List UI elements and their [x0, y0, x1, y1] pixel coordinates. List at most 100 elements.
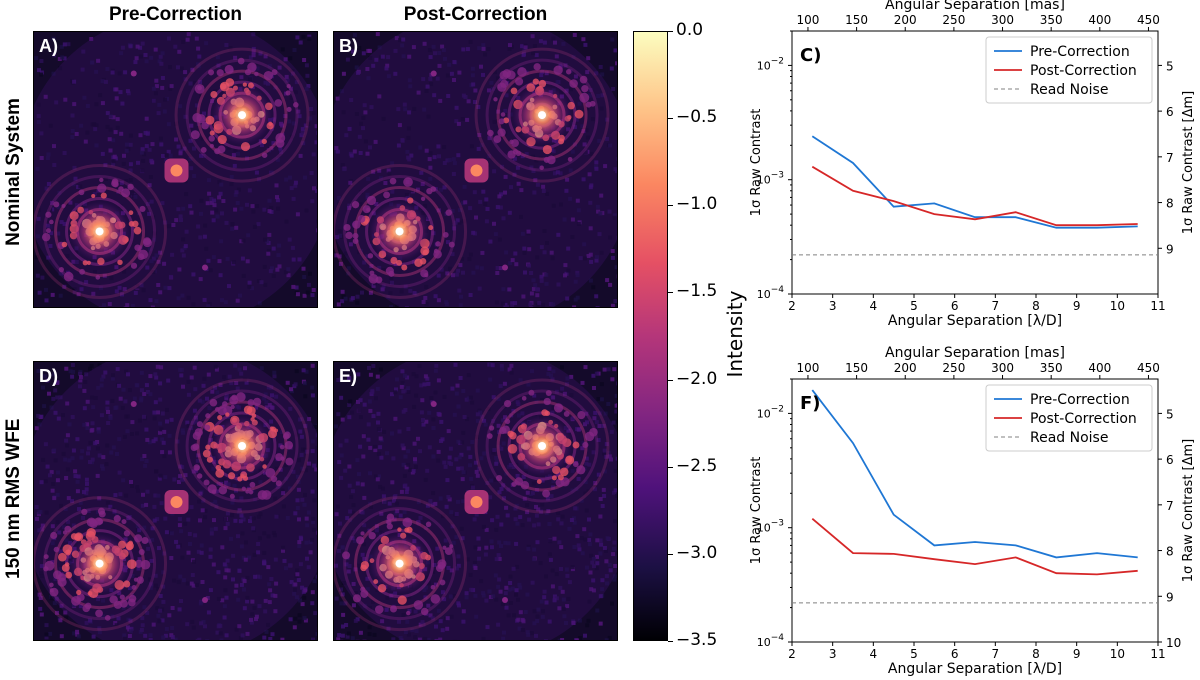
legend-entry: Read Noise [1030, 430, 1108, 446]
y-tick-label: 10−3 [757, 519, 784, 535]
x-tick-label: 4 [870, 299, 878, 313]
colorbar-tick-label: −1.0 [676, 194, 718, 215]
colorbar-tick-label: −3.5 [676, 630, 718, 650]
series-line-pre-correction [811, 135, 1138, 229]
legend-entry: Read Noise [1030, 82, 1108, 98]
psf-image-d [34, 362, 317, 640]
y-tick-label: 10−4 [757, 285, 785, 301]
faint-source [502, 597, 508, 603]
companion-psf [334, 496, 468, 632]
colorbar-tick-label: 0.0 [676, 20, 704, 40]
legend-entry: Post-Correction [1030, 411, 1137, 427]
faint-source [202, 597, 208, 603]
colorbar-tick [668, 118, 673, 120]
legend-entry: Post-Correction [1030, 63, 1137, 79]
speckle-noise [34, 363, 317, 640]
x-tick-label: 3 [829, 299, 837, 313]
y2-tick-label: 8 [1166, 197, 1174, 211]
x-tick-label: 2 [788, 299, 796, 313]
y2-tick-label: 9 [1166, 590, 1174, 604]
x-axis-label: Angular Separation [λ/D] [888, 661, 1062, 677]
y-axis-label: 1σ Raw Contrast [749, 109, 764, 217]
column-title-post: Post-Correction [403, 4, 548, 25]
x2-tick-label: 250 [942, 13, 965, 27]
faint-source [430, 401, 437, 407]
x-tick-label: 6 [951, 299, 959, 313]
x2-tick-label: 450 [1137, 361, 1160, 375]
colorbar-tick [668, 205, 673, 207]
colorbar-tick-label: −0.5 [676, 107, 718, 128]
panel-label-e: E) [339, 366, 357, 386]
y2-tick-label: 7 [1166, 499, 1174, 513]
companion-psf [334, 163, 468, 299]
series-line-post-correction [811, 165, 1138, 227]
x2-tick-label: 100 [797, 361, 820, 375]
companion-psf [174, 47, 310, 183]
x2-axis-label: Angular Separation [mas] [885, 345, 1065, 361]
psf-image-a [34, 32, 317, 307]
y-tick-label: 10−2 [757, 56, 784, 72]
legend: Pre-Correction Post-Correction Read Noise [985, 36, 1153, 104]
x2-tick-label: 300 [991, 361, 1014, 375]
faint-source [502, 264, 508, 271]
x-tick-label: 7 [992, 647, 1000, 661]
y-tick-label: 10−4 [757, 633, 785, 649]
faint-source [202, 264, 208, 271]
psf-image-b [334, 32, 617, 307]
x-tick-label: 10 [1110, 647, 1125, 661]
legend-box [985, 36, 1153, 104]
x2-tick-label: 150 [845, 361, 868, 375]
x-tick-label: 4 [870, 647, 878, 661]
colorbar-tick [668, 466, 673, 468]
x-tick-label: 5 [910, 299, 918, 313]
y2-axis-label: 1σ Raw Contrast [Δm] [1181, 91, 1196, 235]
y-tick-label: 10−3 [757, 171, 784, 187]
y2-tick-label: 5 [1166, 407, 1174, 421]
x2-tick-label: 350 [1040, 361, 1063, 375]
x-tick-label: 8 [1032, 299, 1040, 313]
image-panel-b: B) [333, 31, 618, 308]
faint-source [430, 70, 437, 77]
colorbar-tick [668, 641, 673, 642]
column-title-pre: Pre-Correction [108, 4, 243, 25]
x2-tick-label: 450 [1137, 13, 1160, 27]
legend: Pre-Correction Post-Correction Read Noise [985, 384, 1153, 452]
y2-tick-label: 6 [1166, 105, 1174, 119]
image-panel-e: E) [333, 361, 618, 641]
x2-tick-label: 300 [991, 13, 1014, 27]
x2-tick-label: 100 [797, 13, 820, 27]
y2-tick-label: 9 [1166, 242, 1174, 256]
x2-tick-label: 150 [845, 13, 868, 27]
y2-tick-label: 7 [1166, 151, 1174, 165]
x-tick-label: 9 [1073, 647, 1081, 661]
x2-tick-label: 200 [894, 13, 917, 27]
companion-psf [34, 163, 168, 299]
central-star [464, 490, 489, 514]
panel-label-b: B) [339, 36, 358, 56]
faint-source [130, 401, 137, 407]
legend-box [985, 384, 1153, 452]
x-tick-label: 10 [1110, 299, 1125, 313]
series-line-pre-correction [811, 389, 1138, 559]
y2-axis-label: 1σ Raw Contrast [Δm] [1181, 439, 1196, 583]
x2-tick-label: 400 [1088, 13, 1111, 27]
companion-psf [474, 47, 610, 183]
x2-tick-label: 200 [894, 361, 917, 375]
panel-label-c: C) [800, 45, 821, 66]
chart-c: 2 3 4 5 6 7 8 9 10 11 Angular Separation [λ/D] 100 1… [749, 0, 1196, 329]
legend-entry: Pre-Correction [1030, 44, 1130, 60]
panel-label-a: A) [39, 36, 58, 56]
colorbar-tick-label: −1.5 [676, 281, 718, 302]
colorbar-tick [668, 31, 673, 32]
central-star [164, 490, 189, 514]
panel-label-d: D) [39, 366, 58, 386]
y-axis-label: 1σ Raw Contrast [749, 457, 764, 565]
colorbar [633, 31, 668, 641]
colorbar-tick-label: −3.0 [676, 542, 718, 563]
y2-tick-label: 5 [1166, 59, 1174, 73]
colorbar-tick-label: −2.5 [676, 455, 718, 476]
psf-image-e [334, 362, 617, 640]
central-star [164, 158, 189, 183]
y2-tick-label: 6 [1166, 453, 1174, 467]
